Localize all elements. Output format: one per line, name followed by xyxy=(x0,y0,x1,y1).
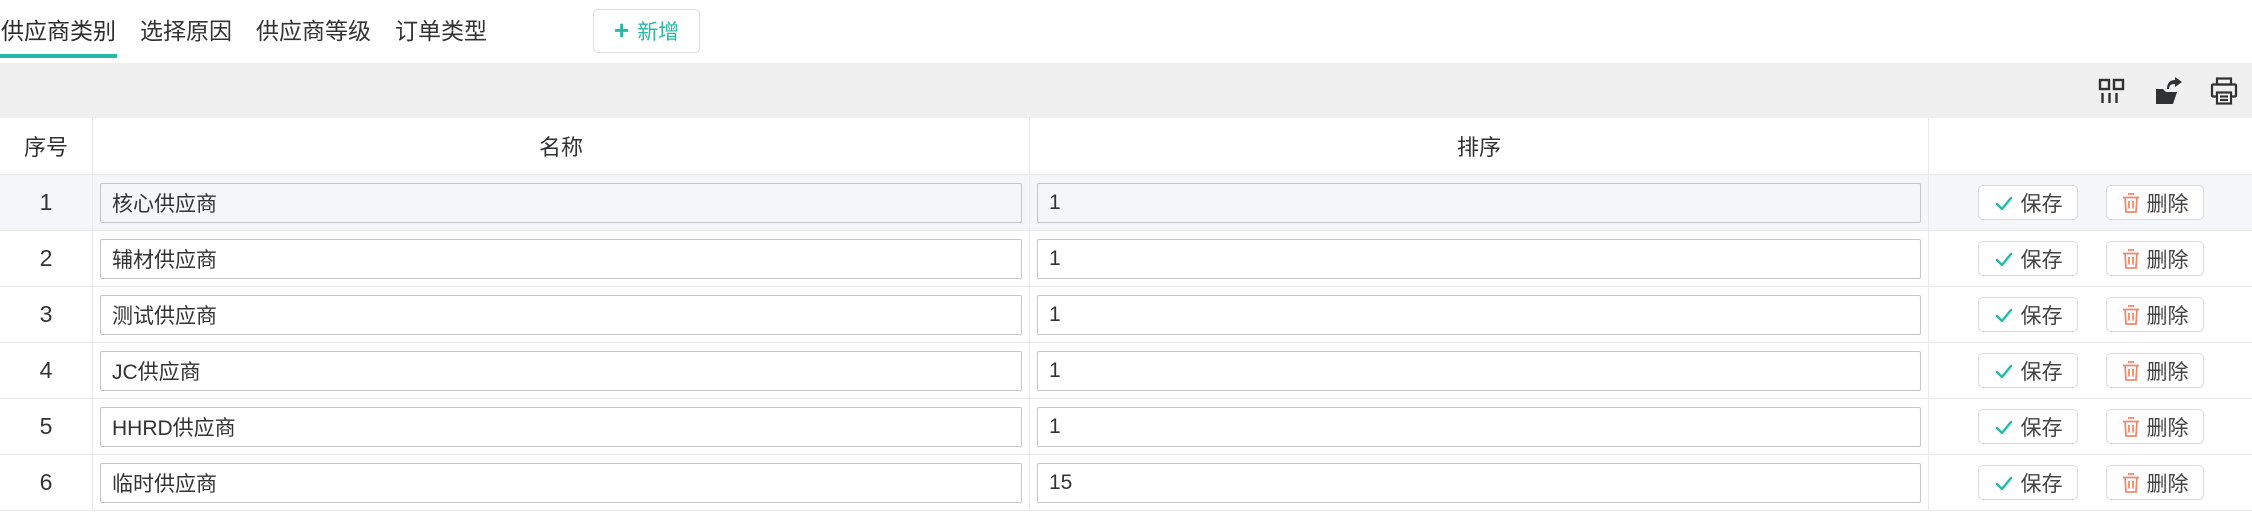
print-icon[interactable] xyxy=(2208,75,2240,107)
sort-input[interactable] xyxy=(1037,406,1921,447)
name-input[interactable] xyxy=(100,462,1022,503)
table-header-row: 序号 名称 排序 xyxy=(0,118,2252,175)
delete-button[interactable]: 删除 xyxy=(2105,297,2204,332)
delete-button-label: 删除 xyxy=(2146,304,2189,328)
check-icon xyxy=(1995,420,2012,434)
supplier-category-table: 序号 名称 排序 1 保存 xyxy=(0,118,2252,511)
check-icon xyxy=(1995,476,2012,490)
save-button-label: 保存 xyxy=(2020,192,2063,216)
save-button-label: 保存 xyxy=(2020,416,2063,440)
sort-input[interactable] xyxy=(1037,182,1921,223)
save-button-label: 保存 xyxy=(2020,360,2063,384)
name-cell xyxy=(93,399,1030,454)
name-cell xyxy=(93,175,1030,230)
row-actions: 保存 删除 xyxy=(1929,399,2252,454)
table-row: 3 保存 删除 xyxy=(0,287,2252,343)
row-index: 5 xyxy=(0,399,93,454)
save-button-label: 保存 xyxy=(2020,472,2063,496)
trash-icon xyxy=(2122,416,2139,437)
row-actions: 保存 删除 xyxy=(1929,231,2252,286)
name-input[interactable] xyxy=(100,294,1022,335)
tab-order-type[interactable]: 订单类型 xyxy=(395,18,487,44)
name-cell xyxy=(93,287,1030,342)
row-index: 1 xyxy=(0,175,93,230)
table-row: 2 保存 删除 xyxy=(0,231,2252,287)
table-row: 5 保存 删除 xyxy=(0,399,2252,455)
row-actions: 保存 删除 xyxy=(1929,343,2252,398)
delete-button[interactable]: 删除 xyxy=(2105,241,2204,276)
sort-cell xyxy=(1030,231,1929,286)
row-index: 6 xyxy=(0,455,93,510)
tab-bar: 供应商类别 选择原因 供应商等级 订单类型 + 新增 xyxy=(0,0,2252,58)
delete-button[interactable]: 删除 xyxy=(2105,185,2204,220)
header-actions xyxy=(1929,118,2252,174)
add-button-label: 新增 xyxy=(637,21,680,44)
trash-icon xyxy=(2122,248,2139,269)
table-row: 4 保存 删除 xyxy=(0,343,2252,399)
save-button[interactable]: 保存 xyxy=(1977,241,2078,276)
export-icon[interactable] xyxy=(2152,75,2184,107)
header-sort: 排序 xyxy=(1030,118,1929,174)
row-actions: 保存 删除 xyxy=(1929,287,2252,342)
trash-icon xyxy=(2122,472,2139,493)
trash-icon xyxy=(2122,360,2139,381)
delete-button-label: 删除 xyxy=(2146,416,2189,440)
table-toolbar xyxy=(0,63,2252,118)
tab-select-reason[interactable]: 选择原因 xyxy=(140,18,232,44)
sort-input[interactable] xyxy=(1037,294,1921,335)
delete-button-label: 删除 xyxy=(2146,472,2189,496)
table-row: 6 保存 删除 xyxy=(0,455,2252,511)
save-button[interactable]: 保存 xyxy=(1977,409,2078,444)
name-input[interactable] xyxy=(100,350,1022,391)
save-button[interactable]: 保存 xyxy=(1977,353,2078,388)
sort-input[interactable] xyxy=(1037,462,1921,503)
header-index: 序号 xyxy=(0,118,93,174)
delete-button[interactable]: 删除 xyxy=(2105,465,2204,500)
save-button-label: 保存 xyxy=(2020,304,2063,328)
row-index: 4 xyxy=(0,343,93,398)
delete-button-label: 删除 xyxy=(2146,248,2189,272)
trash-icon xyxy=(2122,304,2139,325)
tab-supplier-category[interactable]: 供应商类别 xyxy=(0,0,117,58)
delete-button[interactable]: 删除 xyxy=(2105,353,2204,388)
row-index: 2 xyxy=(0,231,93,286)
name-input[interactable] xyxy=(100,406,1022,447)
tab-supplier-level[interactable]: 供应商等级 xyxy=(256,18,371,44)
name-input[interactable] xyxy=(100,182,1022,223)
name-cell xyxy=(93,231,1030,286)
save-button[interactable]: 保存 xyxy=(1977,297,2078,332)
check-icon xyxy=(1995,252,2012,266)
check-icon xyxy=(1995,308,2012,322)
name-cell xyxy=(93,455,1030,510)
sort-input[interactable] xyxy=(1037,238,1921,279)
sort-cell xyxy=(1030,455,1929,510)
check-icon xyxy=(1995,196,2012,210)
sort-input[interactable] xyxy=(1037,350,1921,391)
name-cell xyxy=(93,343,1030,398)
sort-cell xyxy=(1030,287,1929,342)
header-name: 名称 xyxy=(93,118,1030,174)
row-actions: 保存 删除 xyxy=(1929,175,2252,230)
sort-cell xyxy=(1030,399,1929,454)
plus-icon: + xyxy=(614,15,630,45)
name-input[interactable] xyxy=(100,238,1022,279)
add-button[interactable]: + 新增 xyxy=(593,9,701,53)
check-icon xyxy=(1995,364,2012,378)
save-button[interactable]: 保存 xyxy=(1977,465,2078,500)
delete-button[interactable]: 删除 xyxy=(2105,409,2204,444)
save-button-label: 保存 xyxy=(2020,248,2063,272)
sort-cell xyxy=(1030,343,1929,398)
save-button[interactable]: 保存 xyxy=(1977,185,2078,220)
trash-icon xyxy=(2122,192,2139,213)
delete-button-label: 删除 xyxy=(2146,360,2189,384)
delete-button-label: 删除 xyxy=(2146,192,2189,216)
row-index: 3 xyxy=(0,287,93,342)
row-actions: 保存 删除 xyxy=(1929,455,2252,510)
table-row: 1 保存 删除 xyxy=(0,175,2252,231)
column-settings-icon[interactable] xyxy=(2096,75,2128,107)
sort-cell xyxy=(1030,175,1929,230)
